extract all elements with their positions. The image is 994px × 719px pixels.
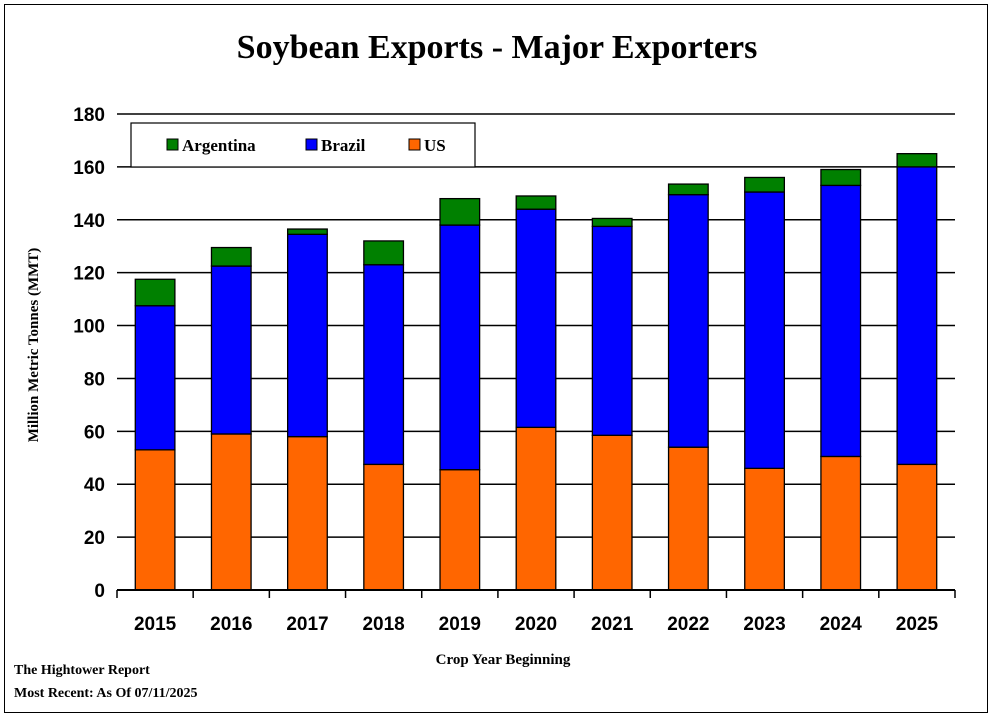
bar-us-2017 bbox=[286, 435, 328, 591]
y-tick-label: 140 bbox=[73, 211, 105, 232]
bar-us-2020 bbox=[515, 426, 557, 591]
x-axis-label: Crop Year Beginning bbox=[436, 652, 571, 668]
bar-argentina-2018 bbox=[363, 240, 405, 266]
x-tick-label: 2021 bbox=[591, 614, 634, 635]
footer-source: The Hightower Report bbox=[14, 663, 150, 678]
bar-argentina-2019 bbox=[439, 197, 481, 226]
footer-date: Most Recent: As Of 07/11/2025 bbox=[14, 686, 198, 701]
x-tick-labels: 2015 2016 2017 2018 2019 2020 2021 2022 2023 2024… bbox=[116, 590, 956, 635]
legend-label-argentina: Argentina bbox=[182, 136, 256, 155]
y-axis-label: Million Metric Tonnes (MMT) bbox=[26, 248, 42, 443]
x-tick-label: 2019 bbox=[439, 614, 481, 635]
x-tick-label: 2020 bbox=[515, 614, 557, 635]
legend-label-brazil: Brazil bbox=[321, 136, 366, 155]
bar-argentina-2016 bbox=[210, 246, 252, 267]
bar-argentina-2023 bbox=[744, 176, 786, 193]
x-tick-label: 2016 bbox=[210, 614, 252, 635]
x-tick-label: 2018 bbox=[362, 614, 404, 635]
bar-brazil-2015 bbox=[134, 305, 176, 451]
x-tick-label: 2023 bbox=[743, 614, 785, 635]
bar-brazil-2021 bbox=[591, 225, 633, 436]
bar-argentina-2015 bbox=[134, 278, 176, 307]
bar-us-2025 bbox=[896, 463, 938, 591]
bar-us-2022 bbox=[667, 446, 709, 591]
y-tick-label: 80 bbox=[84, 369, 105, 390]
y-tick-label: 120 bbox=[73, 264, 105, 285]
bar-argentina-2024 bbox=[820, 168, 862, 187]
bar-brazil-2019 bbox=[439, 224, 481, 471]
bar-brazil-2018 bbox=[363, 264, 405, 466]
x-tick-label: 2022 bbox=[667, 614, 709, 635]
bar-us-2023 bbox=[744, 467, 786, 591]
legend-swatch-us bbox=[408, 138, 421, 151]
legend-label-us: US bbox=[424, 136, 446, 155]
y-tick-label: 60 bbox=[84, 422, 105, 443]
legend: Argentina Brazil US bbox=[130, 122, 476, 168]
bar-us-2024 bbox=[820, 455, 862, 591]
bar-us-2016 bbox=[210, 433, 252, 591]
bar-brazil-2016 bbox=[210, 265, 252, 435]
bar-us-2018 bbox=[363, 463, 405, 591]
x-tick-label: 2015 bbox=[134, 614, 177, 635]
bar-us-2019 bbox=[439, 469, 481, 591]
y-tick-label: 40 bbox=[84, 475, 105, 496]
x-tick-label: 2024 bbox=[820, 614, 863, 635]
y-tick-label: 160 bbox=[73, 158, 105, 179]
y-tick-label: 180 bbox=[73, 105, 105, 126]
legend-swatch-argentina bbox=[166, 138, 179, 151]
bar-us-2021 bbox=[591, 434, 633, 591]
y-tick-labels: 0 20 40 60 80 100 120 140 160 180 bbox=[73, 105, 105, 602]
x-tick-label: 2017 bbox=[286, 614, 328, 635]
bar-brazil-2024 bbox=[820, 184, 862, 458]
bar-brazil-2022 bbox=[667, 194, 709, 448]
y-tick-label: 20 bbox=[84, 528, 105, 549]
bar-brazil-2020 bbox=[515, 208, 557, 429]
bar-us-2015 bbox=[134, 449, 176, 591]
bar-argentina-2025 bbox=[896, 153, 938, 168]
bar-argentina-2020 bbox=[515, 195, 557, 210]
bar-brazil-2023 bbox=[744, 191, 786, 470]
bar-argentina-2017 bbox=[286, 228, 328, 235]
y-tick-label: 0 bbox=[94, 581, 105, 602]
bar-argentina-2021 bbox=[591, 217, 633, 228]
chart-title: Soybean Exports - Major Exporters bbox=[237, 29, 758, 66]
y-tick-label: 100 bbox=[73, 317, 105, 338]
bar-argentina-2022 bbox=[667, 183, 709, 196]
bars bbox=[134, 153, 938, 591]
bar-brazil-2017 bbox=[286, 233, 328, 438]
legend-swatch-brazil bbox=[305, 138, 318, 151]
x-tick-label: 2025 bbox=[896, 614, 939, 635]
bar-brazil-2025 bbox=[896, 166, 938, 466]
